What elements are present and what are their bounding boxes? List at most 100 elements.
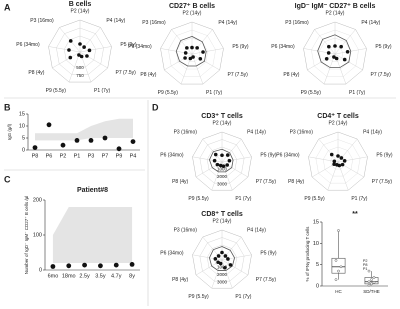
data-point <box>333 44 337 48</box>
data-point <box>326 51 331 55</box>
data-point <box>370 282 373 286</box>
radar-ring <box>330 154 346 170</box>
data-point <box>335 163 339 167</box>
radar-spoke <box>327 161 339 191</box>
data-point <box>191 55 195 59</box>
radar-category-label: P5 (9y) <box>375 44 391 50</box>
radar-category-label: P2 (14y) <box>183 10 202 16</box>
radar-category-label: P6 (34mo) <box>128 44 152 50</box>
x-tick-label: 3.5y <box>95 273 106 279</box>
radar-category-label: P6 (34mo) <box>271 44 295 50</box>
radar-spoke <box>192 156 223 163</box>
data-point <box>324 57 329 61</box>
data-point <box>225 163 229 167</box>
data-point <box>102 135 108 141</box>
data-point <box>372 276 376 279</box>
data-point <box>188 56 193 61</box>
data-point <box>215 162 220 167</box>
data-point <box>46 122 52 128</box>
panel-label: B <box>4 102 11 112</box>
y-axis-label: Number of IgD⁻ IgM⁻ CD27⁺ B cells /µl <box>24 196 29 275</box>
data-point <box>85 54 89 58</box>
data-point <box>370 278 373 281</box>
y-tick-label: 15 <box>313 219 319 225</box>
box <box>331 257 346 274</box>
data-point <box>32 145 38 151</box>
radar-spoke <box>318 138 339 163</box>
point-label: P8 <box>363 263 368 267</box>
radar-category-label: P3 (16mo) <box>290 129 314 135</box>
radar-spoke <box>221 259 249 276</box>
data-point <box>185 46 189 50</box>
radar-category-label: P8 (4y) <box>288 179 304 185</box>
radar-tick-label: 3000 <box>217 182 228 187</box>
x-tick-label: SD/THE <box>363 289 380 294</box>
radar-category-label: P8 (4y) <box>172 179 188 185</box>
data-point <box>334 259 338 262</box>
x-tick-label: 6mo <box>48 273 59 279</box>
radar-category-label: P7 (7.5y) <box>372 179 393 185</box>
data-point <box>68 39 73 43</box>
data-point <box>220 153 224 158</box>
data-point <box>78 42 82 46</box>
reference-polygon <box>209 246 235 271</box>
data-point <box>98 263 103 269</box>
radar-category-label: P8 (4y) <box>283 72 299 78</box>
y-tick-label: 0 <box>22 147 25 153</box>
y-axis-label: IgG (g/l) <box>7 123 12 140</box>
radar-ring <box>56 27 104 75</box>
data-point <box>223 254 228 258</box>
x-tick-label: 18mo <box>62 273 76 279</box>
data-point <box>329 152 334 157</box>
radar-ring <box>207 244 237 275</box>
panel-label: D <box>152 102 159 112</box>
data-point <box>367 283 371 287</box>
data-point <box>77 53 81 57</box>
data-point <box>337 269 340 273</box>
y-tick-label: 10 <box>313 241 319 247</box>
radar-category-label: P9 (5.5y) <box>188 294 209 300</box>
panel-label: C <box>4 174 11 184</box>
radar-spoke <box>314 29 336 55</box>
data-point <box>336 154 340 158</box>
x-tick-label: P1 <box>74 153 81 159</box>
panel-label: A <box>4 2 11 12</box>
radar-category-label: P1 (7y) <box>206 90 222 96</box>
data-point <box>82 262 87 268</box>
radar-ring <box>207 146 237 177</box>
data-point <box>221 164 226 169</box>
radar-ring <box>315 139 361 184</box>
data-point <box>88 138 94 143</box>
chart-title: Patient#8 <box>77 187 108 194</box>
radar-tick-label: 1000 <box>217 167 228 172</box>
data-point <box>339 265 343 269</box>
radar-tick-label: 3000 <box>217 280 228 285</box>
x-tick-label: 4.7y <box>111 273 122 279</box>
radar-category-label: P9 (5.5y) <box>304 196 325 202</box>
radar-spoke <box>191 48 224 55</box>
x-tick-label: P4 <box>130 153 137 159</box>
x-tick-label: P8 <box>32 153 39 159</box>
data-point <box>74 138 80 143</box>
radar-category-label: P4 (14y) <box>363 129 382 135</box>
data-point <box>327 44 331 49</box>
data-point <box>345 49 350 54</box>
y-tick-label: 100 <box>33 232 42 238</box>
data-point <box>67 48 71 52</box>
chart-title: B cells <box>69 1 92 8</box>
radar-outline <box>192 131 252 191</box>
data-point <box>129 262 135 267</box>
radar-category-label: P6 (34mo) <box>160 153 184 159</box>
radar-category-label: P9 (5.5y) <box>301 90 322 96</box>
radar-category-label: P5 (9y) <box>232 44 248 50</box>
point-label: P2 <box>363 259 368 263</box>
radar-tick-label: 500 <box>76 65 84 70</box>
radar-category-label: P2 (14y) <box>326 10 345 16</box>
y-tick-label: 10 <box>19 123 25 129</box>
radar-outline <box>160 21 224 85</box>
radar-category-label: P1 (7y) <box>349 90 365 96</box>
radar-spoke <box>48 46 81 53</box>
data-point <box>116 146 122 152</box>
data-point <box>334 278 338 281</box>
radar-ring <box>319 37 351 70</box>
